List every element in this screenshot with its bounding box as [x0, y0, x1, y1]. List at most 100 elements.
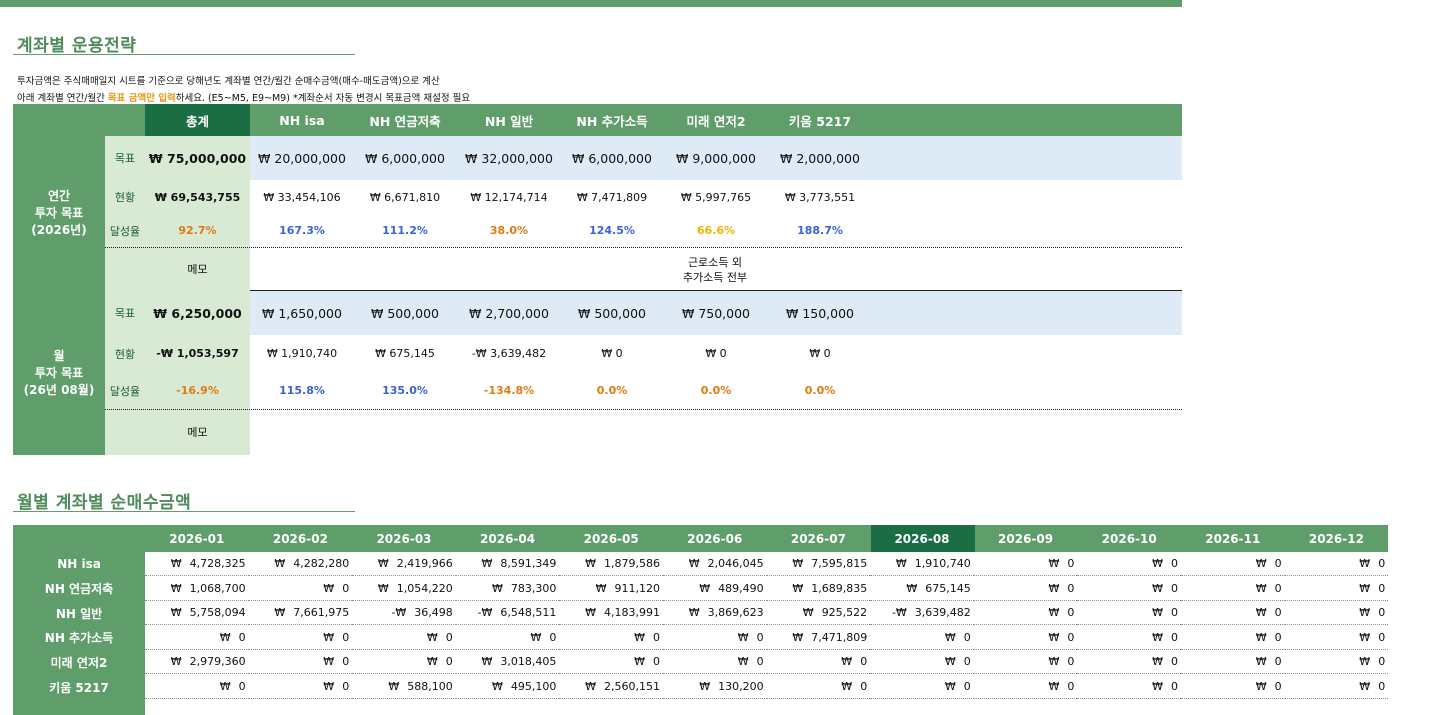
currency-symbol: ₩ [481, 557, 493, 570]
amount-value: 0 [652, 630, 660, 644]
monthly-amount-cell: ₩675,145 [870, 577, 974, 601]
amount-value: 0 [1274, 606, 1282, 620]
amount-value: 0 [238, 680, 246, 693]
current-month-header [871, 525, 975, 552]
amount-value: 0 [860, 680, 868, 693]
monthly-amount-cell: ₩0 [145, 675, 249, 699]
currency-symbol: ₩ [170, 606, 182, 620]
currency-symbol: ₩ [1359, 557, 1371, 570]
amount-value: 0 [342, 581, 350, 595]
amount-value: 0 [1378, 557, 1386, 570]
monthly-amount-cell: ₩0 [766, 650, 871, 675]
section-title-strategy: 계좌별 운용전략 [17, 36, 137, 56]
column-header: 미래 연저2 [686, 113, 746, 129]
monthly-block-label: 월 투자 목표 (26년 08월) [13, 291, 105, 455]
column-header: NH isa [279, 112, 325, 128]
title-underline [13, 54, 355, 55]
amount-value: 2,419,966 [396, 557, 453, 570]
monthly-current-cell: ₩ 0 [601, 347, 623, 360]
amount-value: 1,068,700 [189, 581, 246, 595]
amount-value: 4,183,991 [604, 606, 660, 620]
currency-symbol: ₩ [944, 680, 956, 693]
amount-value: 0 [1274, 581, 1282, 595]
currency-symbol: ₩ [1255, 630, 1267, 644]
monthly-goal-cell[interactable]: ₩ 6,250,000 [153, 305, 242, 321]
annual-goal-cell[interactable]: ₩ 20,000,000 [258, 150, 346, 166]
label-line: 연간 [47, 189, 71, 203]
currency-symbol: -₩ [891, 606, 907, 620]
amount-value: 7,471,809 [811, 630, 868, 644]
monthly-amount-cell: ₩2,046,045 [663, 552, 767, 576]
currency-symbol: ₩ [170, 581, 182, 595]
monthly-goal-cell[interactable]: ₩ 500,000 [577, 305, 647, 321]
amount-value: 911,120 [614, 581, 660, 595]
monthly-amount-cell: ₩1,068,700 [145, 577, 249, 601]
annual-current-cell: ₩ 12,174,714 [470, 190, 548, 204]
monthly-rate-cell: -16.9% [176, 384, 219, 397]
amount-value: 0 [1067, 655, 1075, 669]
amount-value: 0 [1378, 630, 1386, 644]
amount-value: 925,522 [821, 606, 868, 620]
annual-goal-cell[interactable]: ₩ 32,000,000 [465, 150, 553, 166]
currency-symbol: ₩ [1152, 655, 1163, 669]
amount-value: 0 [445, 655, 453, 669]
monthly-current-cell: ₩ 1,910,740 [266, 347, 338, 360]
currency-symbol: ₩ [699, 680, 711, 693]
monthly-goal-cell[interactable]: ₩ 500,000 [370, 305, 440, 321]
monthly-goal-cell[interactable]: ₩ 750,000 [681, 305, 751, 321]
monthly-amount-cell: ₩0 [145, 626, 249, 650]
monthly-amount-cell: ₩2,560,151 [559, 675, 663, 699]
monthly-amount-cell: ₩0 [1077, 675, 1181, 699]
currency-symbol: ₩ [688, 557, 700, 570]
currency-symbol: ₩ [323, 655, 335, 669]
currency-symbol: ₩ [1152, 630, 1163, 644]
monthly-amount-cell: ₩0 [352, 626, 456, 650]
monthly-amount-cell: ₩0 [1077, 650, 1181, 675]
monthly-goal-cell[interactable]: ₩ 150,000 [785, 305, 855, 321]
monthly-amount-cell: ₩0 [248, 650, 353, 675]
currency-symbol: ₩ [1048, 581, 1060, 595]
amount-value: 0 [1274, 680, 1282, 693]
amount-value: 3,018,405 [500, 655, 557, 669]
annual-goal-cell[interactable]: ₩ 9,000,000 [676, 150, 756, 166]
month-header: 2026-08 [894, 531, 950, 546]
currency-symbol: ₩ [688, 606, 700, 620]
annual-goal-cell[interactable]: ₩ 6,000,000 [572, 150, 652, 166]
amount-value: 0 [445, 630, 453, 644]
currency-symbol: ₩ [274, 557, 286, 570]
amount-value: 0 [1378, 606, 1386, 620]
monthly-goal-cell[interactable]: ₩ 1,650,000 [262, 305, 342, 321]
amount-value: 0 [963, 680, 971, 693]
monthly-goal-cell[interactable]: ₩ 2,700,000 [469, 305, 549, 321]
currency-symbol: ₩ [699, 581, 711, 595]
currency-symbol: ₩ [585, 606, 596, 620]
monthly-amount-cell: -₩ 3,639,482 [870, 601, 974, 626]
column-header: NH 추가소득 [576, 113, 648, 129]
monthly-amount-cell: ₩0 [352, 650, 456, 675]
annual-memo-note[interactable]: 근로소득 외 추가소득 전부 [650, 254, 780, 286]
annual-rate-cell: 124.5% [589, 224, 635, 237]
currency-symbol: ₩ [1048, 557, 1060, 570]
annual-goal-cell[interactable]: ₩ 75,000,000 [148, 150, 247, 166]
amount-value: 0 [1170, 655, 1178, 669]
currency-symbol: ₩ [1359, 655, 1371, 669]
currency-symbol: ₩ [219, 630, 231, 644]
annual-goal-cell[interactable]: ₩ 6,000,000 [365, 150, 445, 166]
currency-symbol: ₩ [170, 557, 182, 570]
note-text: 아래 계좌별 연간/월간 [17, 93, 108, 104]
currency-symbol: ₩ [841, 680, 853, 693]
month-header: 2026-03 [376, 531, 432, 546]
amount-value: 0 [342, 655, 350, 669]
total-column [145, 136, 250, 455]
monthly-amount-cell: ₩588,100 [352, 675, 456, 699]
currency-symbol: ₩ [1048, 655, 1060, 669]
amount-value: 1,054,220 [396, 581, 453, 595]
monthly-amount-cell: ₩0 [1284, 577, 1389, 601]
currency-symbol: ₩ [792, 557, 804, 570]
annual-goal-cell[interactable]: ₩ 2,000,000 [780, 150, 860, 166]
monthly-amount-cell: ₩0 [973, 626, 1078, 650]
monthly-rate-cell: 0.0% [700, 384, 732, 397]
amount-value: 0 [1170, 557, 1178, 570]
amount-value: 6,548,511 [500, 606, 557, 620]
row-label-goal: 목표 [114, 152, 136, 165]
